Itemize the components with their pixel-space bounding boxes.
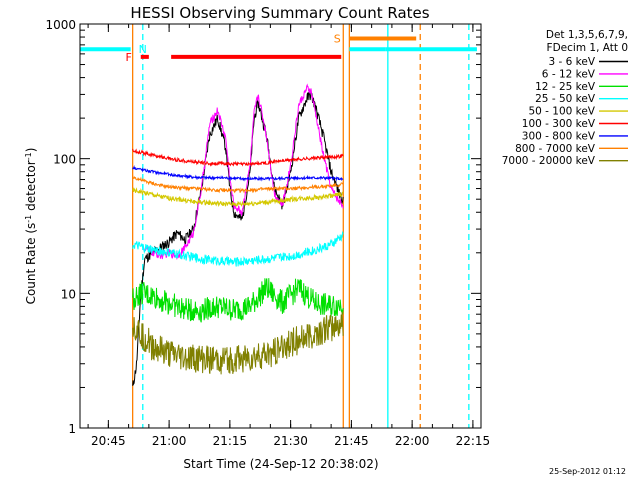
series-line-8 — [132, 175, 344, 194]
y-axis-label-sup1: -1 — [24, 215, 33, 223]
axes: 1 10 100 1000 20:45 21:00 21:15 21:30 21:45 22:00… — [45, 18, 490, 448]
legend-label: 25 - 50 keV — [535, 93, 596, 105]
legend-label: 800 - 7000 keV — [515, 143, 596, 155]
x-tick-label: 21:00 — [152, 434, 187, 448]
plot-area — [132, 24, 470, 428]
flag-bars: NF S — [80, 33, 477, 64]
legend-label: 7000 - 20000 keV — [502, 155, 596, 167]
x-tick-label: 20:45 — [91, 434, 126, 448]
legend-label: 300 - 800 keV — [522, 130, 596, 142]
series-line-1 — [132, 90, 344, 386]
y-tick-label: 1000 — [45, 18, 76, 32]
y-tick-label: 10 — [61, 287, 76, 301]
y-tick-label: 100 — [53, 153, 76, 167]
x-tick-label: 21:30 — [273, 434, 308, 448]
legend-label: 50 - 100 keV — [528, 106, 595, 118]
y-axis-label-end: ) — [24, 148, 38, 153]
legend-label: 6 - 12 keV — [542, 68, 596, 80]
chart-title: HESSI Observing Summary Count Rates — [130, 4, 429, 22]
flag-bar-label: N — [139, 43, 147, 56]
flag-bar-label: F — [125, 51, 131, 64]
series-line-3 — [132, 278, 344, 323]
series-line-7 — [132, 164, 344, 182]
legend-header-line-2: FDecim 1, Att 0 — [547, 42, 628, 54]
y-axis-label-mid: detector — [24, 160, 38, 215]
y-axis-label-main: Count Rate (s — [24, 223, 38, 305]
x-tick-label: 22:15 — [456, 434, 491, 448]
plot-frame — [79, 23, 482, 429]
x-tick-label: 22:00 — [395, 434, 430, 448]
series-lines — [132, 83, 344, 386]
y-tick-label: 1 — [68, 422, 76, 436]
x-axis-label: Start Time (24-Sep-12 20:38:02) — [183, 457, 378, 471]
series-line-9 — [132, 311, 344, 375]
y-axis-label: Count Rate (s-1 detector-1) — [24, 148, 38, 305]
series-line-4 — [132, 231, 344, 267]
flag-bar-label: S — [334, 33, 341, 46]
timestamp: 25-Sep-2012 01:12 — [549, 467, 626, 476]
legend-label: 3 - 6 keV — [548, 56, 595, 68]
legend-label: 100 - 300 keV — [522, 118, 596, 130]
series-line-6 — [132, 148, 344, 168]
x-tick-label: 21:45 — [334, 434, 369, 448]
series-line-5 — [132, 187, 344, 208]
legend-header-line-1: Det 1,3,5,6,7,9, — [546, 29, 628, 41]
legend: Det 1,3,5,6,7,9, FDecim 1, Att 0 3 - 6 k… — [502, 29, 628, 167]
y-axis-label-sup2: -1 — [24, 152, 33, 160]
x-tick-label: 21:15 — [213, 434, 248, 448]
legend-label: 12 - 25 keV — [535, 81, 596, 93]
